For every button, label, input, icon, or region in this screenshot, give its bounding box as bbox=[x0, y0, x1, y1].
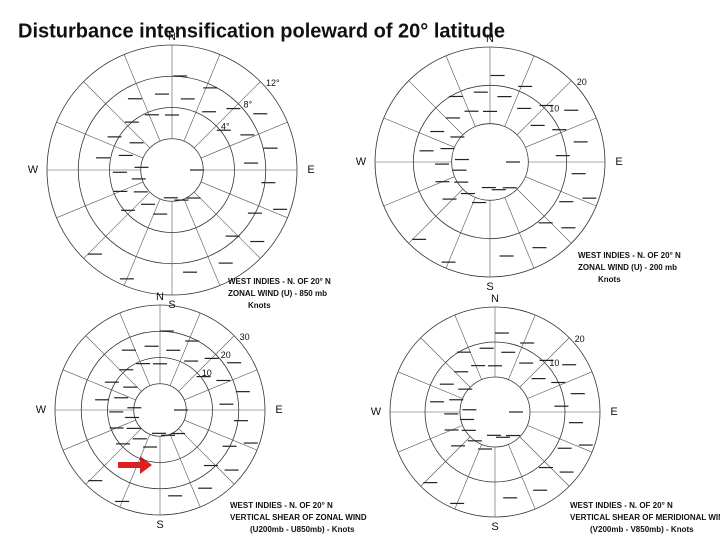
spoke bbox=[123, 198, 161, 286]
ring-label: 10 bbox=[549, 358, 559, 368]
spoke bbox=[519, 436, 570, 487]
spoke bbox=[85, 428, 142, 485]
ring-label: 8° bbox=[244, 100, 253, 110]
spoke bbox=[62, 369, 136, 401]
ring-label: 10 bbox=[549, 103, 559, 113]
spoke bbox=[119, 312, 151, 386]
spoke bbox=[200, 121, 288, 159]
spoke bbox=[504, 55, 535, 127]
spoke bbox=[183, 198, 221, 286]
spoke bbox=[516, 80, 572, 136]
spoke bbox=[83, 191, 151, 259]
caption-line: WEST INDIES - N. OF 20° N bbox=[230, 501, 333, 510]
compass-w: W bbox=[356, 156, 367, 168]
compass-n: N bbox=[156, 291, 164, 303]
spoke bbox=[454, 444, 482, 510]
compass-n: N bbox=[168, 31, 176, 43]
red-arrow bbox=[118, 456, 152, 474]
spoke bbox=[184, 369, 258, 401]
compass-n: N bbox=[486, 33, 494, 45]
caption-line: Knots bbox=[598, 275, 621, 284]
spoke bbox=[178, 335, 235, 392]
spoke bbox=[200, 181, 288, 219]
spoke bbox=[383, 117, 455, 148]
compass-s: S bbox=[486, 281, 493, 293]
caption-line: Knots bbox=[248, 301, 271, 310]
spoke bbox=[445, 197, 476, 269]
ring-label: 12° bbox=[266, 78, 280, 88]
spoke bbox=[420, 337, 471, 388]
spoke bbox=[85, 335, 142, 392]
caption-line: WEST INDIES - N. OF 20° N bbox=[228, 277, 331, 286]
spoke bbox=[525, 117, 597, 148]
spoke bbox=[408, 80, 464, 136]
spoke bbox=[184, 419, 258, 451]
spoke bbox=[527, 371, 593, 399]
caption-line: VERTICAL SHEAR OF MERIDIONAL WIND bbox=[570, 513, 720, 522]
caption-line: VERTICAL SHEAR OF ZONAL WIND bbox=[230, 513, 367, 522]
spoke bbox=[193, 81, 261, 149]
caption-line: ZONAL WIND (U) - 200 mb bbox=[578, 263, 677, 272]
spoke bbox=[193, 191, 261, 259]
spoke bbox=[123, 54, 161, 142]
compass-e: E bbox=[307, 164, 314, 176]
compass-e: E bbox=[610, 406, 617, 418]
ring-label: 20 bbox=[577, 77, 587, 87]
ring-label: 10 bbox=[202, 368, 212, 378]
caption-line: (U200mb - U850mb) - Knots bbox=[250, 525, 355, 534]
caption-line: WEST INDIES - N. OF 20° N bbox=[578, 251, 681, 260]
compass-s: S bbox=[491, 521, 498, 533]
spoke bbox=[420, 436, 471, 487]
spoke bbox=[169, 312, 201, 386]
spoke bbox=[56, 181, 144, 219]
compass-e: E bbox=[615, 156, 622, 168]
ring-label: 30 bbox=[240, 332, 250, 342]
spoke bbox=[508, 314, 536, 380]
spoke bbox=[504, 197, 535, 269]
spoke bbox=[519, 337, 570, 388]
spoke bbox=[119, 434, 151, 508]
compass-n: N bbox=[491, 293, 499, 305]
spoke bbox=[397, 371, 463, 399]
compass-s: S bbox=[156, 519, 163, 531]
spoke bbox=[525, 176, 597, 207]
spoke bbox=[183, 54, 221, 142]
compass-s: S bbox=[168, 299, 175, 311]
spoke bbox=[527, 425, 593, 453]
spoke bbox=[178, 428, 235, 485]
caption-line: WEST INDIES - N. OF 20° N bbox=[570, 501, 673, 510]
ring-label: 4° bbox=[221, 121, 230, 131]
spoke bbox=[454, 314, 482, 380]
spoke bbox=[62, 419, 136, 451]
slide-title: Disturbance intensification poleward of … bbox=[18, 20, 505, 42]
compass-w: W bbox=[28, 164, 39, 176]
spoke bbox=[445, 55, 476, 127]
spoke bbox=[56, 121, 144, 159]
ring-label: 20 bbox=[575, 334, 585, 344]
compass-e: E bbox=[275, 404, 282, 416]
caption-line: ZONAL WIND (U) - 850 mb bbox=[228, 289, 327, 298]
ring-label: 20 bbox=[221, 350, 231, 360]
spoke bbox=[516, 188, 572, 244]
spoke bbox=[508, 444, 536, 510]
compass-w: W bbox=[36, 404, 47, 416]
compass-w: W bbox=[371, 406, 382, 418]
spoke bbox=[169, 434, 201, 508]
spoke bbox=[408, 188, 464, 244]
caption-line: (V200mb - V850mb) - Knots bbox=[590, 525, 694, 534]
spoke bbox=[83, 81, 151, 149]
